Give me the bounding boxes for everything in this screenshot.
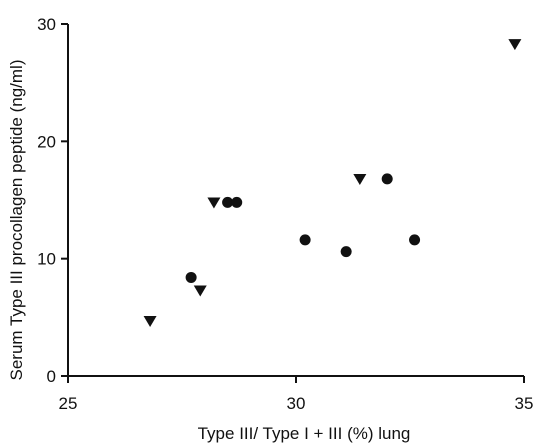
y-axis-title: Serum Type III procollagen peptide (ng/m… <box>7 60 26 381</box>
x-axis-title: Type III/ Type I + III (%) lung <box>198 424 411 443</box>
data-point-circle <box>340 246 352 258</box>
data-point-triangle <box>207 197 221 209</box>
y-tick-label: 30 <box>37 15 56 34</box>
data-point-circle <box>222 196 234 208</box>
data-point-circle <box>409 234 421 246</box>
ticks: 25 30 35 0 10 20 30 <box>37 15 533 413</box>
data-point-triangle <box>143 315 157 328</box>
y-tick-label: 10 <box>37 250 56 269</box>
data-point-circle <box>231 196 243 208</box>
data-point-circle <box>185 271 197 283</box>
data-point-circle <box>381 173 393 185</box>
y-tick-label: 20 <box>37 132 56 151</box>
y-tick-label: 0 <box>47 367 56 386</box>
x-tick-label: 35 <box>515 394 534 413</box>
axes <box>67 24 524 377</box>
data-point-triangle <box>193 285 207 297</box>
data-point-circle <box>299 234 311 246</box>
x-tick-label: 25 <box>59 394 78 413</box>
data-point-triangle <box>508 39 522 51</box>
data-point-triangle <box>353 174 367 186</box>
x-tick-label: 30 <box>287 394 306 413</box>
data-points <box>143 39 522 328</box>
